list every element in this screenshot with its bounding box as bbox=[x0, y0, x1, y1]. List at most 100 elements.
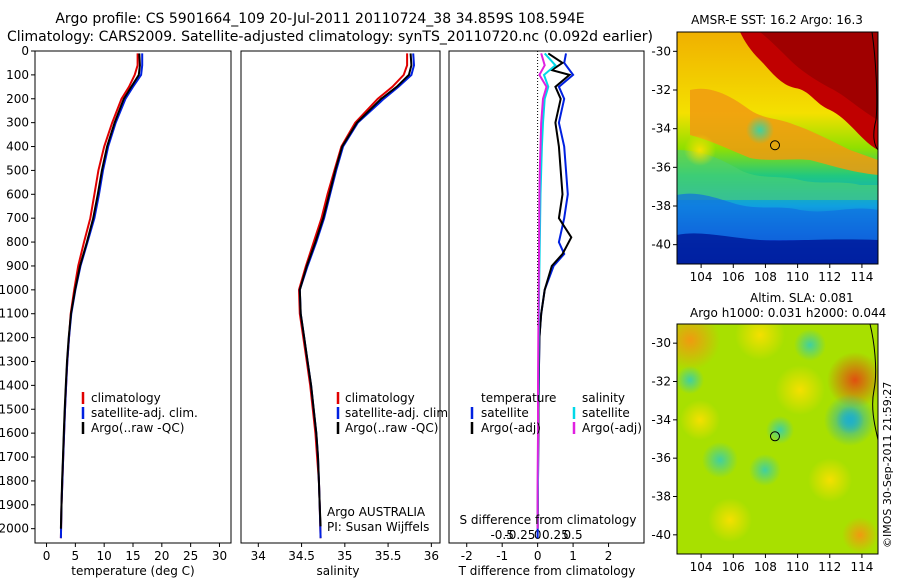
depth-tick-label: 300 bbox=[6, 116, 29, 130]
figure-title-line1: Argo profile: CS 5901664_109 20-Jul-2011… bbox=[55, 11, 584, 27]
legend-label-argo: Argo(..raw -QC) bbox=[345, 421, 438, 435]
lon-tick-label: 104 bbox=[690, 270, 713, 284]
s-diff-tick-label: -0.5 bbox=[490, 528, 513, 542]
sla-map-title: Altim. SLA: 0.081 bbox=[750, 291, 854, 305]
legend-label-climatology: climatology bbox=[345, 391, 415, 405]
x-tick-label: 10 bbox=[97, 549, 112, 563]
depth-tick-label: 1300 bbox=[0, 354, 29, 368]
x-tick-label: 20 bbox=[154, 549, 169, 563]
salinity-legend: climatology satellite-adj. clim. Argo(..… bbox=[336, 391, 452, 435]
depth-tick-label: 1200 bbox=[0, 331, 29, 345]
salinity-xlabel: salinity bbox=[316, 564, 359, 578]
x-tick-label: 25 bbox=[183, 549, 198, 563]
lat-tick-label: -32 bbox=[651, 83, 671, 97]
legend-label-t-satellite: satellite bbox=[481, 406, 529, 420]
lon-tick-label: 110 bbox=[786, 560, 809, 574]
difference-legend: temperature satellite Argo(-adj) salinit… bbox=[470, 391, 642, 435]
lat-tick-label: -34 bbox=[651, 413, 671, 427]
depth-tick-label: 0 bbox=[21, 44, 29, 58]
s-diff-tick-label: 0.5 bbox=[564, 528, 583, 542]
x-tick-label: 34.5 bbox=[288, 549, 315, 563]
depth-tick-label: 900 bbox=[6, 259, 29, 273]
lat-tick-label: -30 bbox=[651, 44, 671, 58]
lon-tick-label: 106 bbox=[722, 560, 745, 574]
coastline bbox=[871, 31, 879, 151]
lat-tick-label: -32 bbox=[651, 375, 671, 389]
sla-heatmap bbox=[677, 324, 878, 554]
x-tick-label: 36 bbox=[424, 549, 439, 563]
x-tick-label: -1 bbox=[496, 549, 508, 563]
depth-tick-label: 1700 bbox=[0, 450, 29, 464]
s-difference-label: S difference from climatology bbox=[460, 513, 637, 527]
argo-australia-label: Argo AUSTRALIA bbox=[327, 505, 426, 519]
sla-map-axes: 104 106 108 110 112 114 -30 -32 -34 -36 -38 -40 bbox=[651, 336, 873, 574]
lon-tick-label: 112 bbox=[818, 270, 841, 284]
sst-map-axes: 104 106 108 110 112 114 -30 -32 -34 -36 -38 -40 bbox=[651, 44, 873, 284]
x-tick-label: 2 bbox=[605, 549, 613, 563]
legend-label-climatology: climatology bbox=[91, 391, 161, 405]
depth-tick-label: 2000 bbox=[0, 522, 29, 536]
lat-tick-label: -34 bbox=[651, 122, 671, 136]
legend-title-salinity: salinity bbox=[582, 391, 625, 405]
legend-label-s-argo: Argo(-adj) bbox=[582, 421, 642, 435]
temperature-panel: 0100200300400500600700800900100011001200… bbox=[0, 44, 232, 578]
lon-tick-label: 110 bbox=[786, 270, 809, 284]
depth-tick-label: 600 bbox=[6, 187, 29, 201]
x-tick-label: 35.5 bbox=[375, 549, 402, 563]
salinity-plot-frame bbox=[240, 50, 441, 544]
depth-tick-label: 1800 bbox=[0, 474, 29, 488]
sst-map-frame bbox=[676, 31, 879, 265]
lat-tick-label: -40 bbox=[651, 528, 671, 542]
t-difference-xlabel: T difference from climatology bbox=[458, 564, 636, 578]
lon-tick-label: 114 bbox=[850, 270, 873, 284]
series-line-argo-raw-qc- bbox=[59, 53, 141, 529]
x-tick-label: 30 bbox=[212, 549, 227, 563]
lat-tick-label: -36 bbox=[651, 451, 671, 465]
lon-tick-label: 108 bbox=[754, 560, 777, 574]
sla-map-subtitle: Argo h1000: 0.031 h2000: 0.044 bbox=[690, 306, 886, 320]
legend-label-t-argo: Argo(-adj) bbox=[481, 421, 541, 435]
lon-tick-label: 112 bbox=[818, 560, 841, 574]
lat-tick-label: -38 bbox=[651, 490, 671, 504]
temperature-xlabel: temperature (deg C) bbox=[71, 564, 194, 578]
temperature-series bbox=[59, 53, 144, 539]
legend-label-argo: Argo(..raw -QC) bbox=[91, 421, 184, 435]
depth-axis: 0 100 200 300 400 500 600 700 800 900 1000 1100 1200… bbox=[0, 44, 35, 536]
depth-tick-label: 400 bbox=[6, 140, 29, 154]
legend-title-temperature: temperature bbox=[481, 391, 556, 405]
salinity-series bbox=[297, 53, 416, 539]
series-line-argo-raw-qc- bbox=[298, 53, 413, 527]
depth-tick-label: 1500 bbox=[0, 402, 29, 416]
depth-tick-label: 700 bbox=[6, 211, 29, 225]
salinity-x-axis: 34 34.5 35 35.5 36 bbox=[251, 543, 439, 563]
depth-tick-label: 800 bbox=[6, 235, 29, 249]
sst-heatmap bbox=[677, 32, 878, 264]
legend-label-satellite: satellite-adj. clim. bbox=[91, 406, 198, 420]
lat-tick-label: -38 bbox=[651, 199, 671, 213]
lat-tick-label: -30 bbox=[651, 336, 671, 350]
lon-tick-label: 108 bbox=[754, 270, 777, 284]
depth-tick-label: 1400 bbox=[0, 378, 29, 392]
difference-x-axis: -2 -1 0 1 2 bbox=[461, 543, 613, 563]
s-diff-tick-label: -0.25 bbox=[504, 528, 535, 542]
temperature-x-axis: 0 5 10 15 20 25 30 bbox=[43, 543, 227, 563]
difference-series bbox=[536, 51, 575, 539]
figure-title-line2: Climatology: CARS2009. Satellite-adjuste… bbox=[7, 29, 653, 45]
x-tick-label: 0 bbox=[534, 549, 542, 563]
sst-map-title: AMSR-E SST: 16.2 Argo: 16.3 bbox=[691, 13, 863, 27]
sst-map-panel: AMSR-E SST: 16.2 Argo: 16.3 104 106 108 110… bbox=[651, 13, 879, 284]
x-tick-label: 15 bbox=[125, 549, 140, 563]
coastline bbox=[869, 323, 879, 441]
depth-tick-label: 100 bbox=[6, 68, 29, 82]
x-tick-label: 0 bbox=[43, 549, 51, 563]
lat-tick-label: -40 bbox=[651, 238, 671, 252]
salinity-panel: 34 34.5 35 35.5 36 salinity climatology sate… bbox=[240, 50, 452, 578]
x-tick-label: 34 bbox=[251, 549, 266, 563]
lat-tick-label: -36 bbox=[651, 160, 671, 174]
series-line-s-argo-adj- bbox=[536, 53, 548, 529]
depth-tick-label: 500 bbox=[6, 163, 29, 177]
x-tick-label: 5 bbox=[72, 549, 80, 563]
lon-tick-label: 104 bbox=[690, 560, 713, 574]
s-diff-tick-label: 0.25 bbox=[542, 528, 569, 542]
